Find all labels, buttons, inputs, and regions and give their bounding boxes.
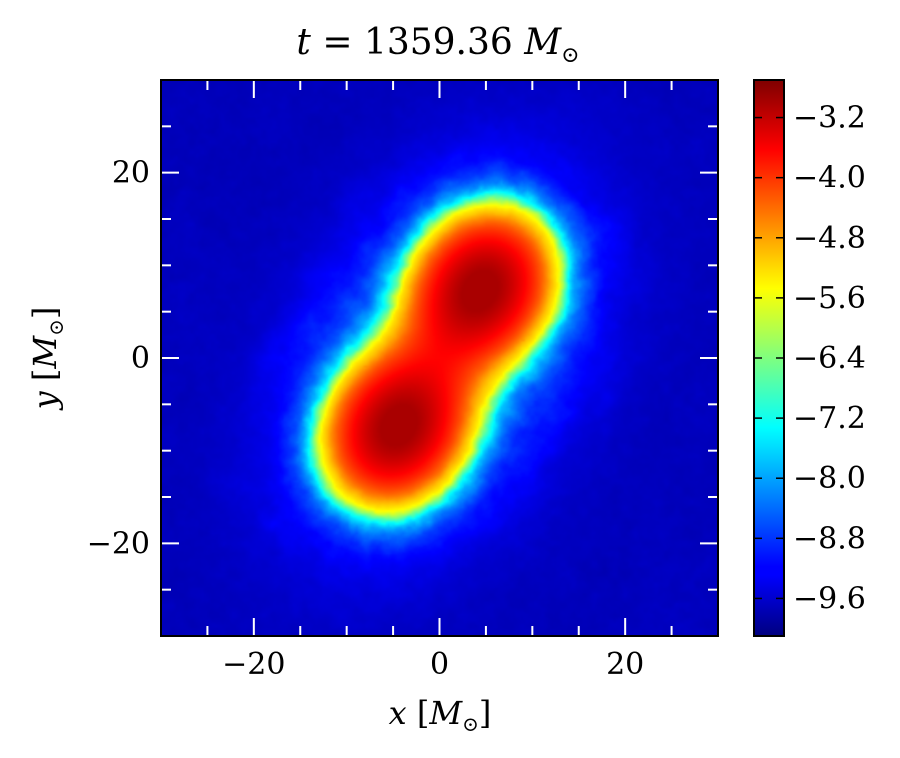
y-axis-label: y [M⊙]	[26, 307, 68, 412]
plot-area	[160, 79, 719, 637]
colorbar: −3.2 −4.0 −4.8 −5.6 −6.4 −7.2 −8.0 −8.8 −9.6	[753, 79, 866, 637]
minor-ticks	[161, 80, 718, 636]
major-ticks	[161, 80, 718, 636]
colorbar-label: −9.6	[793, 581, 866, 616]
y-tick-label: 20	[112, 156, 150, 191]
colorbar-label: −3.2	[793, 101, 866, 136]
heatmap-image	[161, 80, 718, 636]
colorbar-labels: −3.2 −4.0 −4.8 −5.6 −6.4 −7.2 −8.0 −8.8 −9.6	[793, 101, 866, 617]
chart-title: t = 1359.36 M⊙	[296, 22, 579, 68]
y-tick-label: 0	[131, 341, 150, 376]
y-tick-label: −20	[87, 526, 150, 561]
colorbar-label: −7.2	[793, 401, 866, 436]
colorbar-label: −8.0	[793, 461, 866, 496]
x-tick-labels: −20 0 20	[222, 647, 644, 682]
colorbar-ticks	[754, 116, 784, 600]
plot-frame	[160, 79, 719, 637]
x-tick-label: −20	[222, 647, 285, 682]
colorbar-label: −4.8	[793, 221, 866, 256]
x-tick-label: 0	[430, 647, 449, 682]
colorbar-label: −4.0	[793, 161, 866, 196]
colorbar-frame	[753, 79, 785, 637]
x-axis-label: x [M⊙]	[389, 694, 492, 736]
colorbar-label: −5.6	[793, 281, 866, 316]
x-tick-label: 20	[606, 647, 644, 682]
colorbar-label: −8.8	[793, 521, 866, 556]
y-tick-labels: −20 0 20	[87, 156, 150, 562]
colorbar-label: −6.4	[793, 341, 866, 376]
